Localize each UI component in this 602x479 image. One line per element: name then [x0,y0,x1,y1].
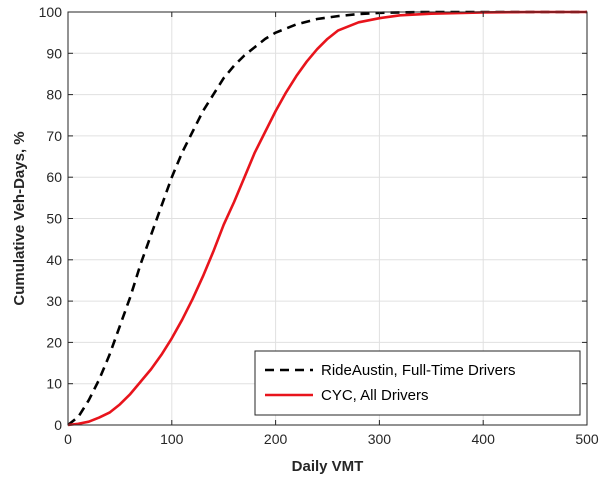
y-tick-label: 40 [46,252,62,268]
tick-marks [67,11,588,426]
legend-box [254,350,581,416]
y-tick-label: 90 [46,45,62,61]
y-tick-labels: 0 10 20 30 40 50 60 70 80 90 100 [39,4,63,433]
series-line-rideaustin [67,10,587,427]
x-tick-label: 500 [575,431,599,447]
x-tick-label: 300 [368,431,392,447]
y-tick-label: 50 [46,211,62,227]
y-tick-label: 70 [46,128,62,144]
y-tick-label: 20 [46,334,62,350]
series-lines [67,10,587,427]
y-tick-label: 80 [46,87,62,103]
y-tick-label: 30 [46,293,62,309]
x-tick-label: 0 [64,431,72,447]
legend: RideAustin, Full-Time Drivers CYC, All D… [254,350,581,416]
x-tick-label: 200 [264,431,288,447]
legend-label-rideaustin: RideAustin, Full-Time Drivers [321,362,515,379]
series-line-cyc [67,10,587,427]
x-tick-labels: 0 100 200 300 400 500 [64,431,599,447]
x-tick-label: 400 [472,431,496,447]
y-axis-title: Cumulative Veh-Days, % [11,131,28,305]
x-axis-title: Daily VMT [292,458,364,475]
x-tick-label: 100 [160,431,184,447]
y-tick-label: 60 [46,169,62,185]
y-tick-label: 10 [46,376,62,392]
y-tick-label: 100 [39,4,63,20]
y-tick-label: 0 [54,417,62,433]
legend-label-cyc: CYC, All Drivers [321,387,429,404]
